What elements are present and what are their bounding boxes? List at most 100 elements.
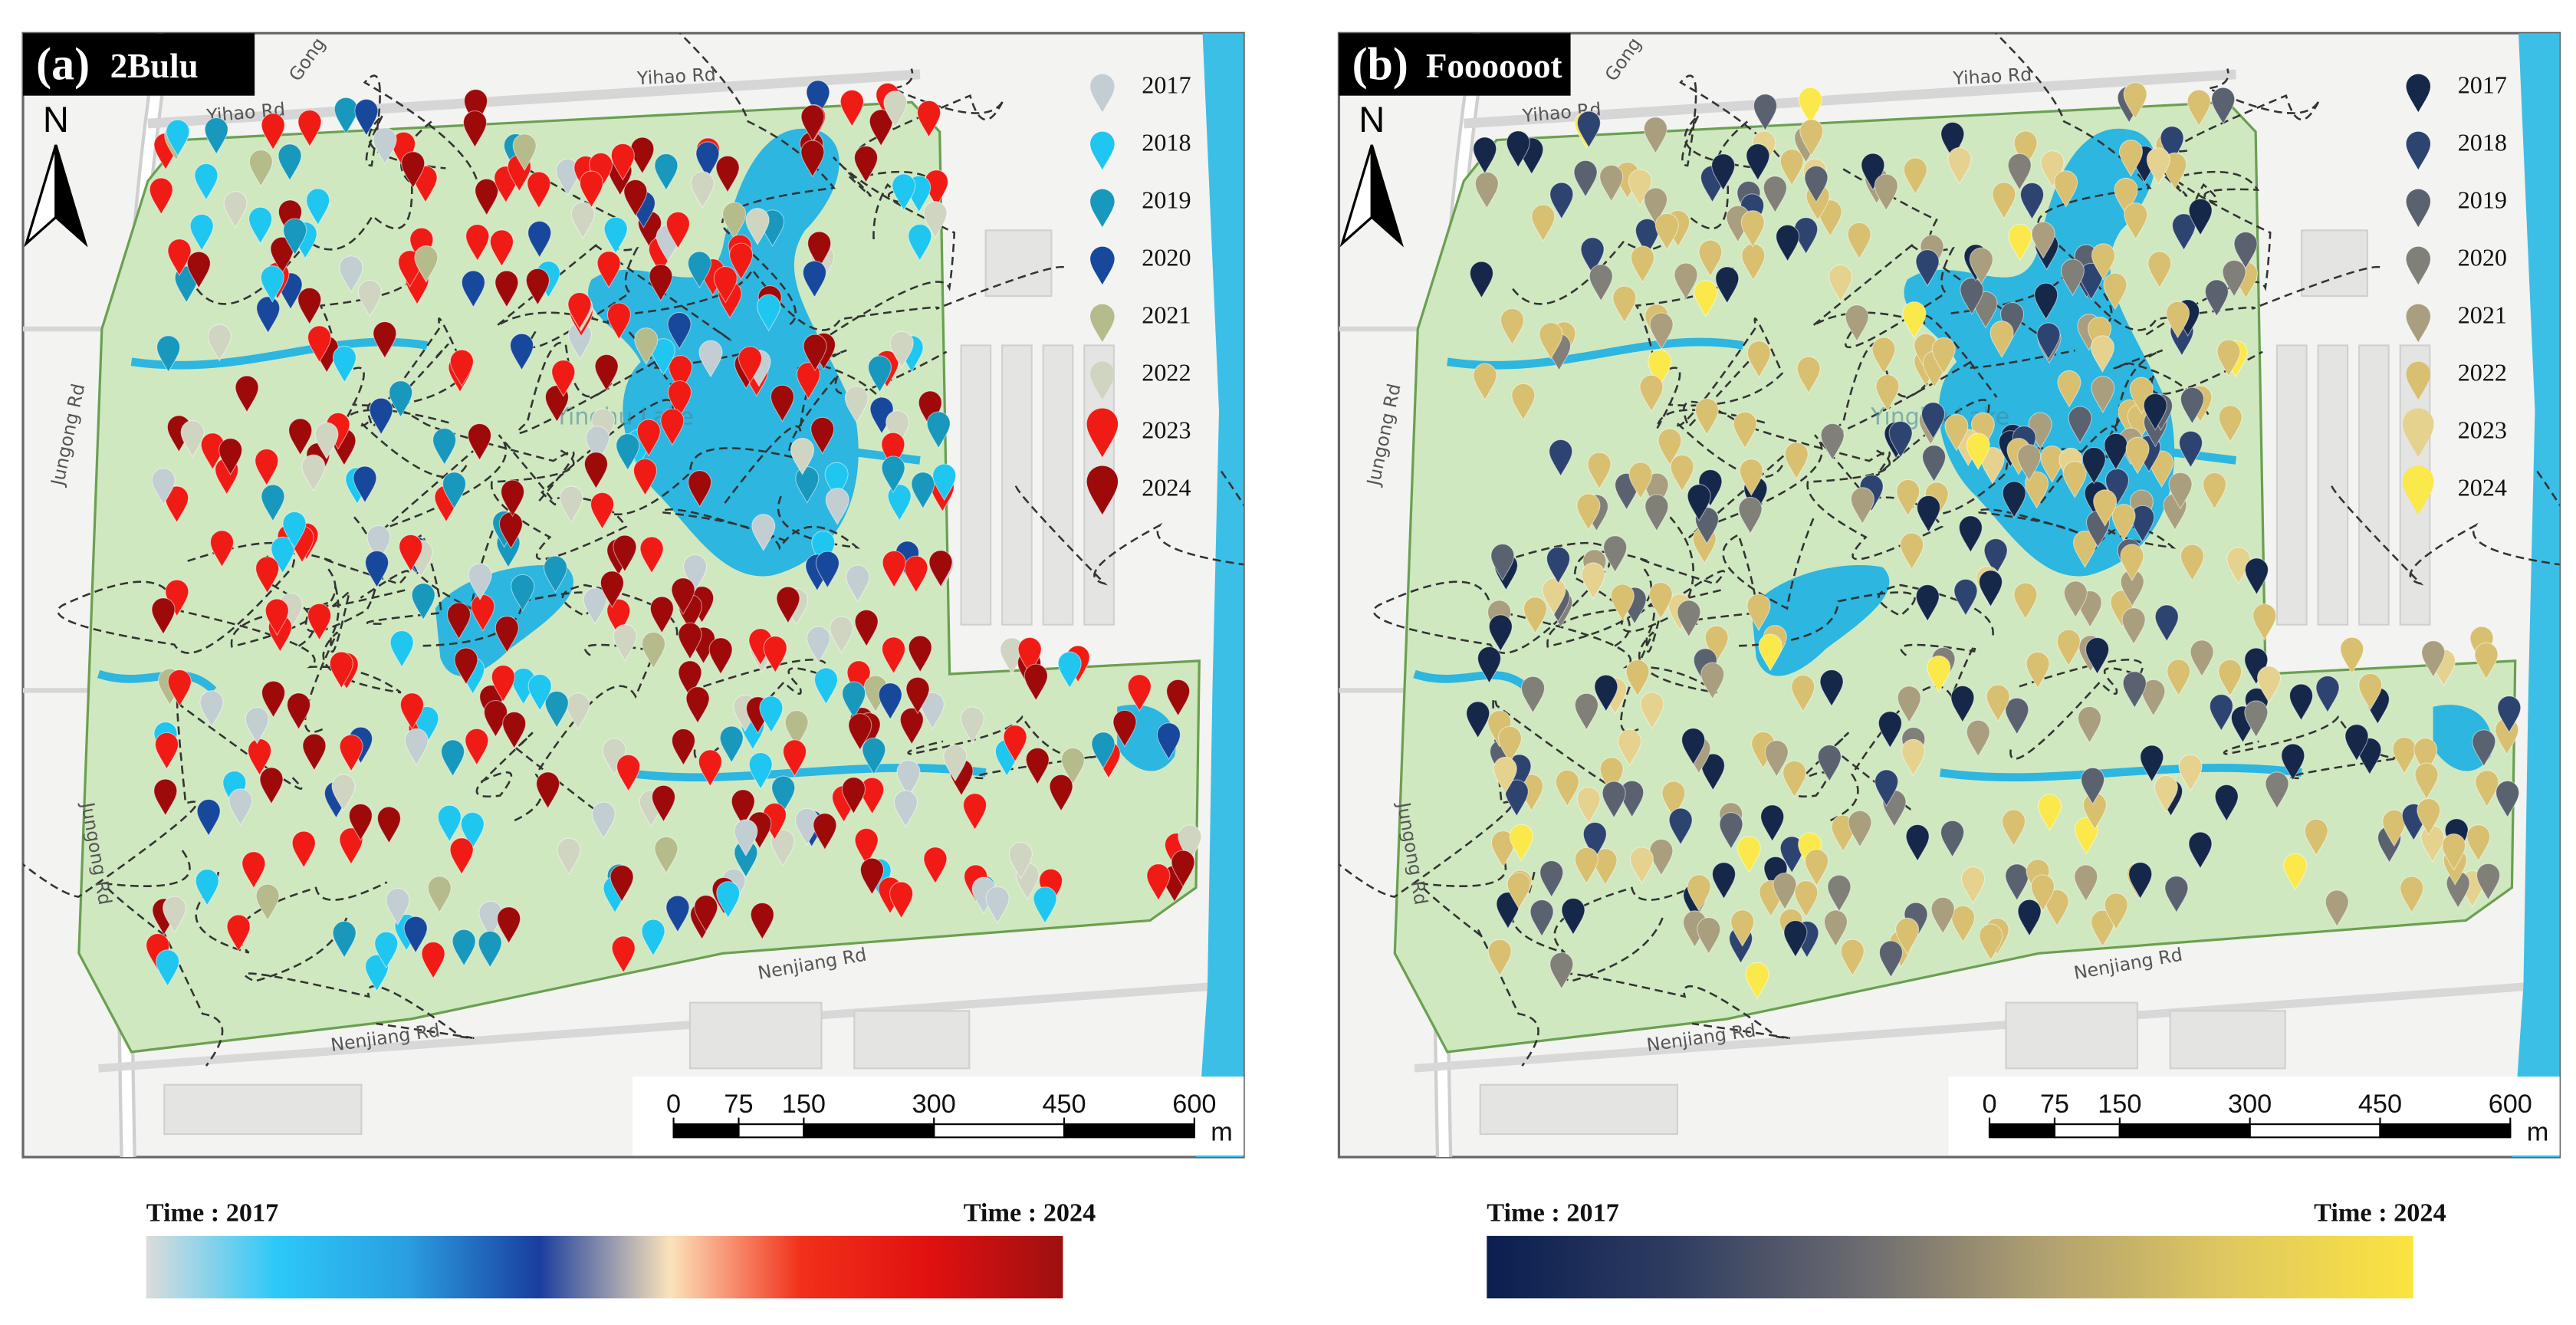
track-marker [1644,187,1668,225]
building [2301,229,2368,298]
track-marker [2382,809,2407,847]
track-marker [678,622,702,660]
track-marker [1745,962,1769,1000]
track-marker [1969,247,1993,285]
track-marker [2074,817,2098,855]
track-marker [2077,705,2102,744]
track-marker [1799,119,1824,157]
track-marker [2421,640,2446,678]
track-marker [2472,729,2496,768]
track-marker [1711,153,1736,192]
trail [1573,551,1725,647]
track-marker [716,881,741,919]
colorbar-end-label: Time : 2024 [964,1198,1096,1228]
track-marker [278,199,302,238]
track-marker [374,931,399,969]
scale-unit: m [2527,1118,2549,1147]
track-marker [2140,745,2164,783]
track-marker [291,830,316,869]
track-marker [1530,899,1554,937]
track-marker [1820,422,1845,461]
track-marker [314,422,339,460]
track-marker [2188,831,2213,870]
track-marker [616,433,640,471]
track-marker [1506,872,1531,910]
track-marker [688,470,712,508]
track-marker [881,455,905,494]
track-marker [776,586,800,624]
track-marker [759,695,784,734]
track-marker [729,242,754,281]
track-marker [719,725,744,764]
track-marker [1573,159,1598,198]
track-marker [770,829,795,867]
track-marker [886,410,910,448]
track-marker [594,353,619,392]
track-marker [255,556,280,594]
track-marker [1915,249,1940,287]
track-marker [2315,676,2340,713]
track-marker [654,153,678,191]
track-marker [404,728,429,766]
scale-segment [1988,1123,2055,1139]
track-marker [2026,651,2050,689]
track-marker [1738,496,1763,534]
legend-icon [2406,246,2431,285]
track-marker [685,686,710,724]
trail [631,265,1064,331]
road [1414,981,2532,1073]
road [23,326,115,693]
trail [526,168,639,349]
legend-icon [1090,189,1115,228]
track-marker [180,420,205,458]
track-marker [763,636,787,673]
track-marker [489,229,514,268]
track-marker [1610,584,1635,622]
track-marker [757,294,781,332]
track-marker [2031,222,2055,259]
track-marker [1582,822,1607,860]
track-marker [196,799,221,837]
trail [2037,349,2210,508]
track-marker [811,531,836,568]
track-marker [1796,356,1821,394]
track-marker [943,744,968,782]
track-marker [632,459,658,496]
track-marker [649,264,673,302]
track-marker [1127,674,1152,712]
track-marker [1940,121,1965,159]
track-marker [1874,173,1898,212]
track-marker [751,514,776,551]
track-marker [1587,452,1612,490]
track-marker [1817,745,1842,782]
colorbar-start-label: Time : 2017 [1487,1198,1619,1228]
track-marker [800,104,825,143]
track-marker [2017,899,2042,937]
track-marker [432,428,457,465]
track-marker [810,416,835,455]
track-marker [1897,686,1921,724]
track-marker [2030,874,2055,912]
track-marker [2171,213,2196,252]
trail [2183,170,2260,240]
trail [1668,317,1784,478]
track-marker [449,837,474,876]
track-marker [649,596,674,634]
track-marker [1922,445,1947,482]
panel-label-box [23,33,255,96]
track-marker [2141,679,2166,717]
track-marker [1944,413,1969,452]
track-marker [2120,544,2144,582]
road-label: Yihao Rd [636,64,716,89]
track-marker [2085,637,2110,675]
scale-label: 150 [2098,1090,2141,1119]
track-marker [678,660,702,699]
track-marker [807,626,831,664]
scale-segment [2118,1123,2251,1139]
track-marker [917,100,941,138]
track-marker [1473,363,1497,401]
track-marker [2128,862,2153,899]
trail [907,715,1098,780]
track-marker [841,777,866,815]
track-marker [1661,781,1686,819]
